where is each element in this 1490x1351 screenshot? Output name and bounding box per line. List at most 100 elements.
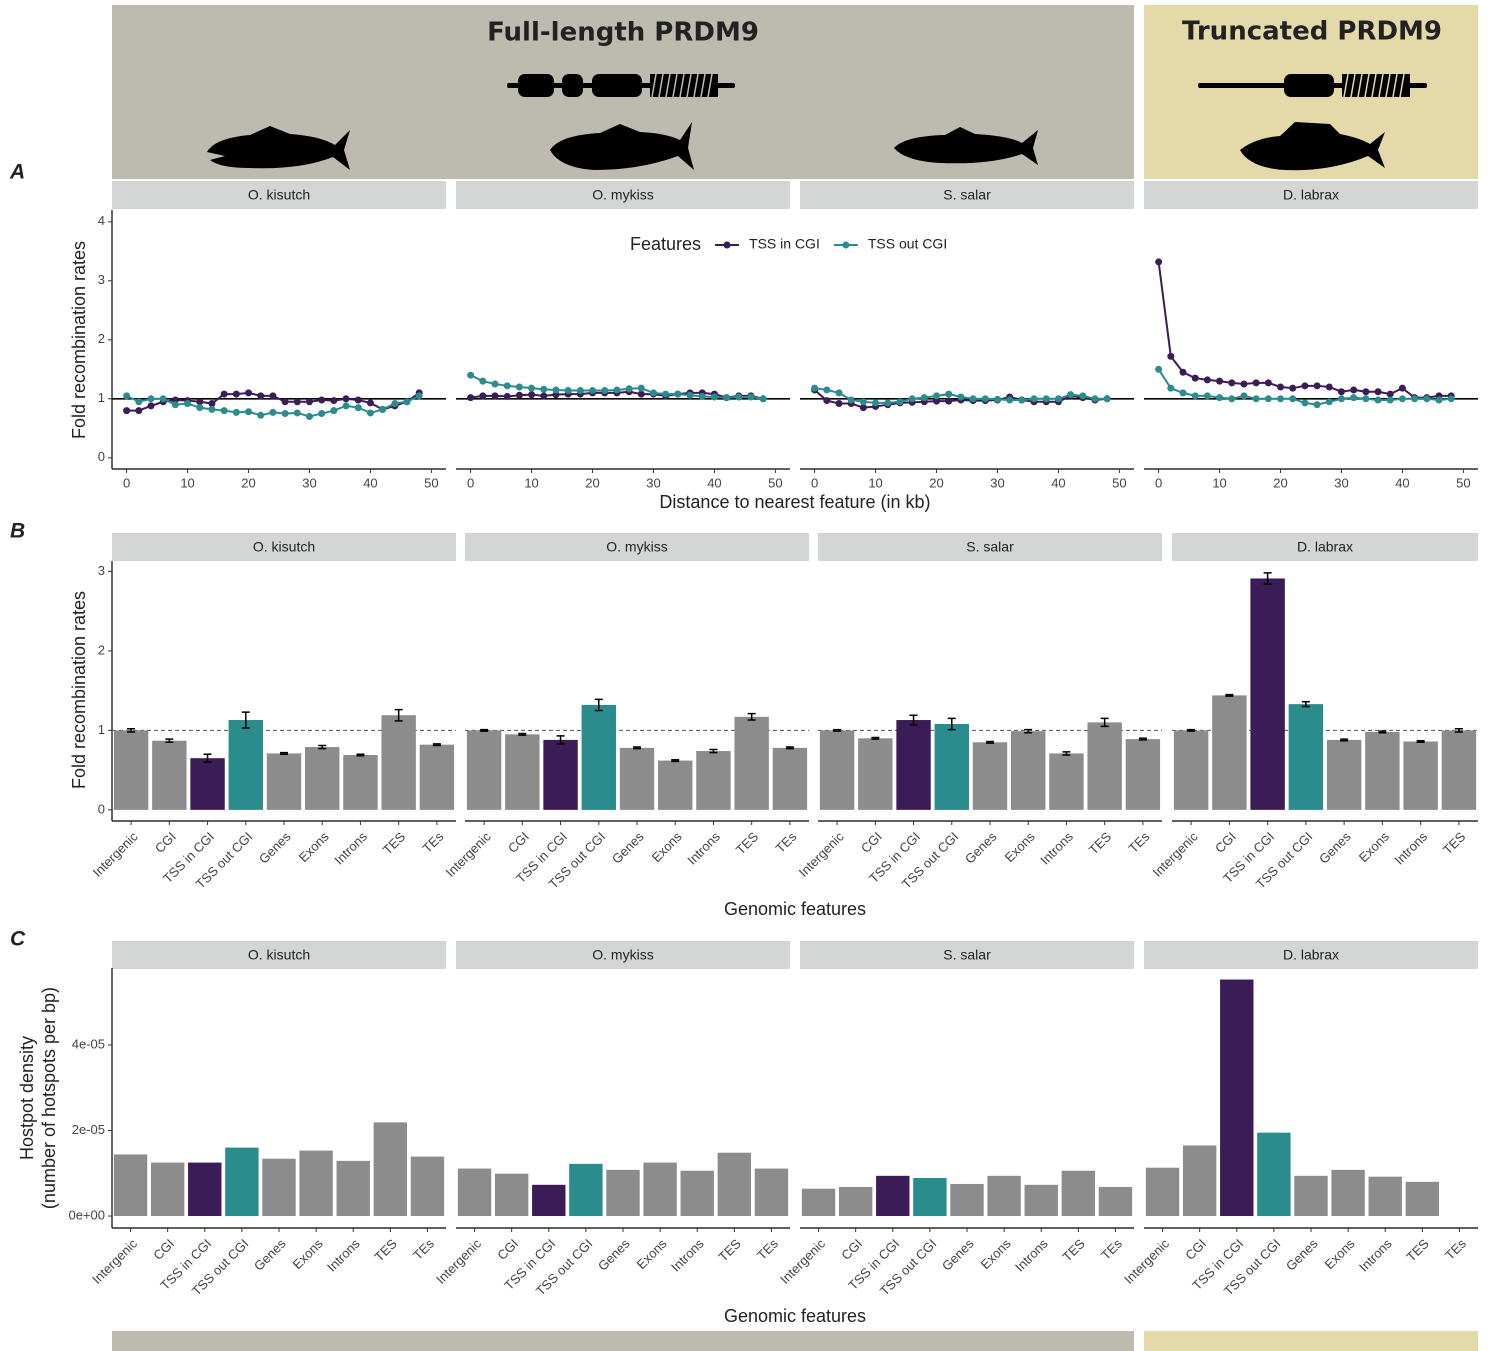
x-tick-label: CGI [505, 829, 532, 856]
point [318, 396, 326, 404]
point [415, 392, 423, 400]
facet-strip [112, 533, 456, 561]
bar [152, 740, 187, 810]
x-tick-label: 50 [1456, 475, 1470, 490]
panel-label: C [10, 928, 26, 951]
x-tick-label: Intergenic [1121, 1236, 1172, 1287]
x-tick-label: Introns [1356, 1236, 1395, 1275]
point [1155, 258, 1163, 266]
x-tick-label: Introns [324, 1236, 363, 1275]
point [232, 408, 240, 416]
x-tick-label: Intergenic [796, 829, 847, 880]
point [171, 401, 179, 409]
error-bar [633, 746, 641, 750]
point [1447, 395, 1455, 403]
x-tick-label: Genes [962, 829, 1000, 867]
point [391, 400, 399, 408]
x-tick-label: Exons [649, 829, 686, 866]
error-bar [909, 714, 918, 726]
x-tick-label: Introns [684, 829, 723, 868]
hatching [1343, 73, 1405, 98]
error-bar [1138, 737, 1147, 741]
error-bar [241, 711, 250, 729]
error-bar [1062, 751, 1071, 756]
point [305, 412, 313, 420]
x-tick-label: TEs [1098, 1236, 1125, 1263]
bar [896, 720, 931, 810]
bar [190, 758, 225, 810]
point [208, 405, 216, 413]
bar [1024, 1184, 1058, 1217]
error-bar [556, 735, 565, 745]
point [1216, 394, 1224, 402]
point [135, 398, 143, 406]
point [159, 395, 167, 403]
facet-label: S. salar [966, 539, 1014, 555]
x-tick-label: 10 [524, 475, 538, 490]
x-tick-label: CGI [1212, 829, 1239, 856]
point [1313, 382, 1321, 390]
point [1386, 390, 1394, 398]
x-tick-label: 0 [123, 475, 130, 490]
facet-strip [456, 941, 790, 969]
bar [1061, 1170, 1096, 1217]
point [1228, 395, 1236, 403]
point [503, 382, 511, 390]
point [1054, 395, 1062, 403]
point [1301, 382, 1309, 390]
point [1006, 396, 1014, 404]
point [1091, 395, 1099, 403]
point [1362, 388, 1370, 396]
facet-strip [112, 181, 446, 209]
x-tick-label: 40 [363, 475, 377, 490]
bar [266, 753, 302, 810]
facet-strip [456, 181, 790, 209]
x-tick-label: TES [1440, 829, 1469, 858]
x-tick-label: TEs [754, 1236, 781, 1263]
x-tick-label: 40 [1395, 475, 1409, 490]
x-axis-label: Genomic features [724, 1306, 866, 1326]
x-tick-label: Exons [290, 1236, 327, 1273]
point [1277, 383, 1285, 391]
bar [950, 1183, 984, 1217]
y-tick-label: 4e-05 [72, 1036, 105, 1051]
point [135, 407, 143, 415]
bar [543, 739, 578, 810]
point [1398, 395, 1406, 403]
x-tick-label: Introns [1037, 829, 1076, 868]
bar [299, 1150, 333, 1217]
x-tick-label: TES [380, 829, 409, 858]
y-tick-label: 1 [98, 722, 105, 737]
point [1289, 395, 1297, 403]
point [1179, 389, 1187, 397]
point [759, 395, 767, 403]
x-tick-label: 20 [929, 475, 943, 490]
bar [150, 1162, 185, 1217]
legend-title: Features [630, 234, 701, 254]
y-axis-label: Fold recombination rates [69, 241, 89, 439]
point [1313, 401, 1321, 409]
x-tick-label: Introns [331, 829, 370, 868]
point [945, 397, 953, 405]
point [269, 392, 277, 400]
x-tick-label: TEs [1442, 1236, 1469, 1263]
x-tick-label: TES [715, 1236, 744, 1265]
point [1252, 379, 1260, 387]
error-bar [394, 708, 403, 722]
bar [494, 1173, 529, 1217]
point [649, 389, 657, 397]
facet-label: D. labrax [1283, 947, 1339, 963]
x-tick-label: 40 [707, 475, 721, 490]
bar [336, 1160, 370, 1217]
x-tick-label: 30 [646, 475, 660, 490]
point [884, 399, 892, 407]
x-tick-label: TES [1059, 1236, 1088, 1265]
bar [457, 1168, 492, 1217]
point [147, 402, 155, 410]
point [1179, 368, 1187, 376]
point [735, 393, 743, 401]
point [281, 398, 289, 406]
point [601, 387, 609, 395]
point [811, 384, 819, 392]
point [625, 385, 633, 393]
